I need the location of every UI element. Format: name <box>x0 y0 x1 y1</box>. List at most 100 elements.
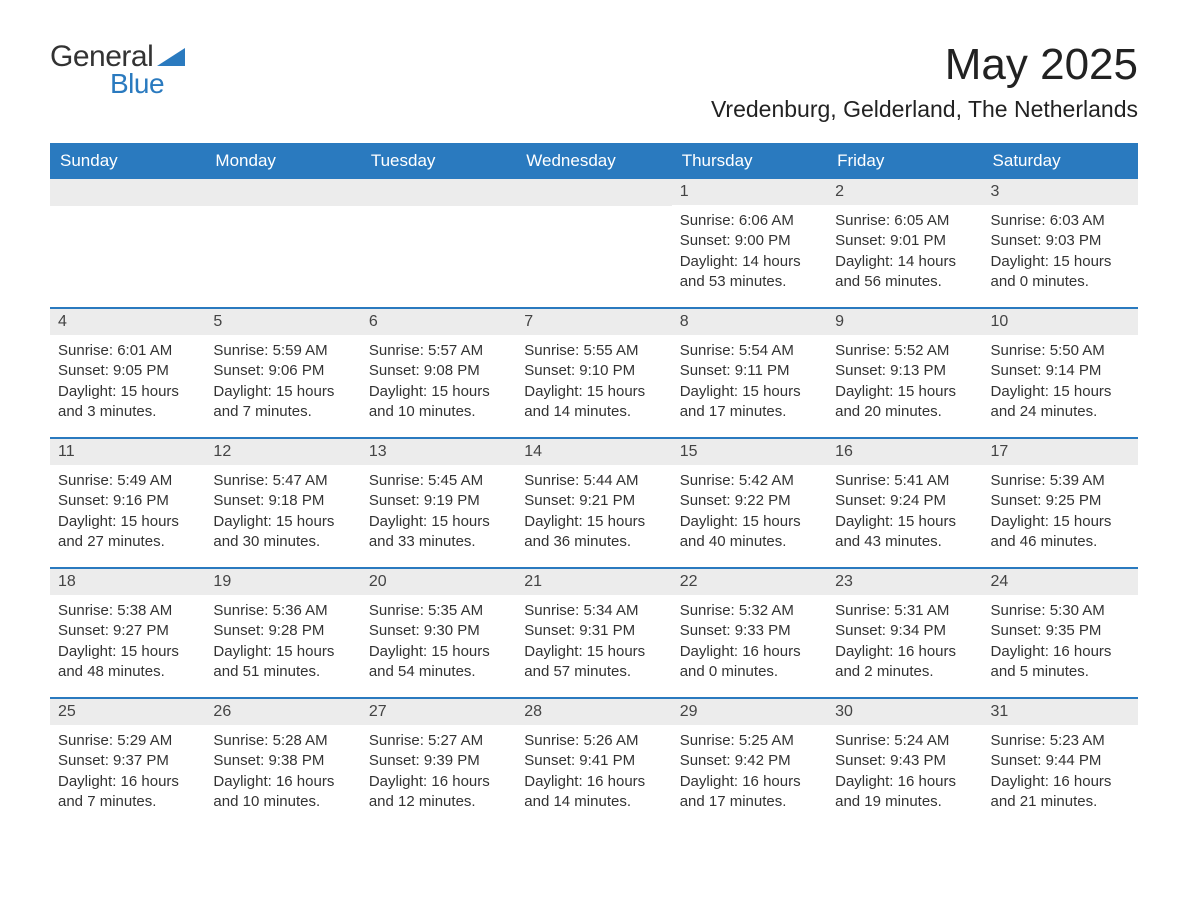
day-body: Sunrise: 5:23 AMSunset: 9:44 PMDaylight:… <box>983 725 1138 822</box>
sunset-line: Sunset: 9:41 PM <box>524 751 663 771</box>
daylight-line: Daylight: 15 hours and 48 minutes. <box>58 642 197 683</box>
calendar-cell: 29Sunrise: 5:25 AMSunset: 9:42 PMDayligh… <box>672 699 827 827</box>
logo: General Blue <box>50 40 185 100</box>
sunset-line: Sunset: 9:37 PM <box>58 751 197 771</box>
daylight-line: Daylight: 15 hours and 14 minutes. <box>524 382 663 423</box>
sunrise-line: Sunrise: 5:25 AM <box>680 731 819 751</box>
daylight-line: Daylight: 15 hours and 7 minutes. <box>213 382 352 423</box>
sunset-line: Sunset: 9:38 PM <box>213 751 352 771</box>
header: General Blue May 2025 Vredenburg, Gelder… <box>50 40 1138 135</box>
day-number: 21 <box>516 569 671 595</box>
day-body: Sunrise: 5:54 AMSunset: 9:11 PMDaylight:… <box>672 335 827 432</box>
calendar-cell: 27Sunrise: 5:27 AMSunset: 9:39 PMDayligh… <box>361 699 516 827</box>
daylight-line: Daylight: 15 hours and 36 minutes. <box>524 512 663 553</box>
day-body: Sunrise: 5:42 AMSunset: 9:22 PMDaylight:… <box>672 465 827 562</box>
day-body: Sunrise: 5:50 AMSunset: 9:14 PMDaylight:… <box>983 335 1138 432</box>
day-body: Sunrise: 6:06 AMSunset: 9:00 PMDaylight:… <box>672 205 827 302</box>
sunrise-line: Sunrise: 5:39 AM <box>991 471 1130 491</box>
calendar-cell: 19Sunrise: 5:36 AMSunset: 9:28 PMDayligh… <box>205 569 360 697</box>
calendar-cell: 17Sunrise: 5:39 AMSunset: 9:25 PMDayligh… <box>983 439 1138 567</box>
location: Vredenburg, Gelderland, The Netherlands <box>711 96 1138 123</box>
calendar-week: 25Sunrise: 5:29 AMSunset: 9:37 PMDayligh… <box>50 697 1138 827</box>
sunrise-line: Sunrise: 5:55 AM <box>524 341 663 361</box>
weekday-header: Friday <box>827 143 982 179</box>
sunset-line: Sunset: 9:03 PM <box>991 231 1130 251</box>
calendar-cell <box>516 179 671 307</box>
calendar-cell: 3Sunrise: 6:03 AMSunset: 9:03 PMDaylight… <box>983 179 1138 307</box>
sunrise-line: Sunrise: 6:06 AM <box>680 211 819 231</box>
day-number: 23 <box>827 569 982 595</box>
sunrise-line: Sunrise: 5:23 AM <box>991 731 1130 751</box>
calendar-week: 4Sunrise: 6:01 AMSunset: 9:05 PMDaylight… <box>50 307 1138 437</box>
weekday-header: Monday <box>205 143 360 179</box>
month-title: May 2025 <box>711 40 1138 90</box>
calendar-cell: 7Sunrise: 5:55 AMSunset: 9:10 PMDaylight… <box>516 309 671 437</box>
sunrise-line: Sunrise: 5:38 AM <box>58 601 197 621</box>
day-number <box>50 179 205 206</box>
daylight-line: Daylight: 15 hours and 30 minutes. <box>213 512 352 553</box>
day-number: 14 <box>516 439 671 465</box>
day-number: 1 <box>672 179 827 205</box>
day-number: 28 <box>516 699 671 725</box>
calendar-cell: 2Sunrise: 6:05 AMSunset: 9:01 PMDaylight… <box>827 179 982 307</box>
calendar-cell: 21Sunrise: 5:34 AMSunset: 9:31 PMDayligh… <box>516 569 671 697</box>
daylight-line: Daylight: 15 hours and 51 minutes. <box>213 642 352 683</box>
day-number: 16 <box>827 439 982 465</box>
day-body <box>205 206 360 222</box>
calendar-cell: 8Sunrise: 5:54 AMSunset: 9:11 PMDaylight… <box>672 309 827 437</box>
sunset-line: Sunset: 9:43 PM <box>835 751 974 771</box>
daylight-line: Daylight: 15 hours and 43 minutes. <box>835 512 974 553</box>
sunset-line: Sunset: 9:19 PM <box>369 491 508 511</box>
daylight-line: Daylight: 15 hours and 3 minutes. <box>58 382 197 423</box>
calendar-week: 18Sunrise: 5:38 AMSunset: 9:27 PMDayligh… <box>50 567 1138 697</box>
day-body: Sunrise: 6:05 AMSunset: 9:01 PMDaylight:… <box>827 205 982 302</box>
sunset-line: Sunset: 9:39 PM <box>369 751 508 771</box>
day-body <box>516 206 671 222</box>
calendar-cell: 31Sunrise: 5:23 AMSunset: 9:44 PMDayligh… <box>983 699 1138 827</box>
sunset-line: Sunset: 9:44 PM <box>991 751 1130 771</box>
calendar-cell: 9Sunrise: 5:52 AMSunset: 9:13 PMDaylight… <box>827 309 982 437</box>
daylight-line: Daylight: 16 hours and 7 minutes. <box>58 772 197 813</box>
sunrise-line: Sunrise: 5:30 AM <box>991 601 1130 621</box>
day-body: Sunrise: 5:45 AMSunset: 9:19 PMDaylight:… <box>361 465 516 562</box>
sunset-line: Sunset: 9:08 PM <box>369 361 508 381</box>
calendar-cell: 18 Sunrise: 5:38 AMSunset: 9:27 PMDayligh… <box>50 569 205 697</box>
day-body: Sunrise: 5:25 AMSunset: 9:42 PMDaylight:… <box>672 725 827 822</box>
sunrise-line: Sunrise: 5:36 AM <box>213 601 352 621</box>
calendar-cell: 11Sunrise: 5:49 AMSunset: 9:16 PMDayligh… <box>50 439 205 567</box>
calendar-cell <box>205 179 360 307</box>
day-body: Sunrise: 5:39 AMSunset: 9:25 PMDaylight:… <box>983 465 1138 562</box>
day-body: Sunrise: 5:57 AMSunset: 9:08 PMDaylight:… <box>361 335 516 432</box>
day-number: 19 <box>205 569 360 595</box>
daylight-line: Daylight: 16 hours and 19 minutes. <box>835 772 974 813</box>
sunset-line: Sunset: 9:13 PM <box>835 361 974 381</box>
calendar-week: 11Sunrise: 5:49 AMSunset: 9:16 PMDayligh… <box>50 437 1138 567</box>
sunrise-line: Sunrise: 5:41 AM <box>835 471 974 491</box>
sunrise-line: Sunrise: 5:26 AM <box>524 731 663 751</box>
day-number: 2 <box>827 179 982 205</box>
sunset-line: Sunset: 9:27 PM <box>58 621 197 641</box>
sunrise-line: Sunrise: 5:35 AM <box>369 601 508 621</box>
sunset-line: Sunset: 9:18 PM <box>213 491 352 511</box>
day-body <box>361 206 516 222</box>
day-body: Sunrise: 6:03 AMSunset: 9:03 PMDaylight:… <box>983 205 1138 302</box>
sunrise-line: Sunrise: 5:29 AM <box>58 731 197 751</box>
daylight-line: Daylight: 15 hours and 40 minutes. <box>680 512 819 553</box>
day-number: 18 <box>50 569 205 595</box>
day-number: 22 <box>672 569 827 595</box>
sunrise-line: Sunrise: 5:52 AM <box>835 341 974 361</box>
day-number: 31 <box>983 699 1138 725</box>
sunrise-line: Sunrise: 5:45 AM <box>369 471 508 491</box>
sunset-line: Sunset: 9:05 PM <box>58 361 197 381</box>
daylight-line: Daylight: 15 hours and 27 minutes. <box>58 512 197 553</box>
weekday-header: Thursday <box>672 143 827 179</box>
sunrise-line: Sunrise: 5:27 AM <box>369 731 508 751</box>
sunrise-line: Sunrise: 5:44 AM <box>524 471 663 491</box>
day-number: 12 <box>205 439 360 465</box>
sunrise-line: Sunrise: 5:24 AM <box>835 731 974 751</box>
calendar-cell: 28Sunrise: 5:26 AMSunset: 9:41 PMDayligh… <box>516 699 671 827</box>
day-body: Sunrise: 5:47 AMSunset: 9:18 PMDaylight:… <box>205 465 360 562</box>
day-number: 8 <box>672 309 827 335</box>
sunset-line: Sunset: 9:16 PM <box>58 491 197 511</box>
sunset-line: Sunset: 9:01 PM <box>835 231 974 251</box>
